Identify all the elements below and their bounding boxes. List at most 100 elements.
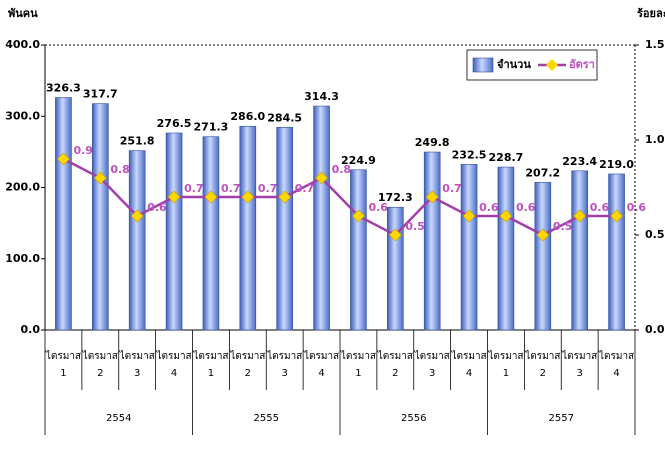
rate-value-label: 0.5 (405, 220, 425, 233)
x-tick-label: 1 (60, 368, 66, 379)
x-tick-label: ไตรมาส (45, 350, 81, 362)
y2-axis-title: ร้อยละ (637, 7, 665, 20)
x-tick-label: ไตรมาส (229, 350, 265, 362)
y2-tick-label: 0.5 (645, 228, 665, 241)
bar (497, 166, 515, 331)
x-tick-label: 2 (392, 368, 398, 379)
y-tick-label: 400.0 (5, 38, 40, 51)
bar-value-label: 223.4 (562, 155, 597, 168)
legend-label: อัตรา (569, 58, 595, 71)
x-tick-label: ไตรมาส (414, 350, 450, 362)
y-axis-title: พันคน (8, 7, 38, 20)
x-tick-label: 4 (318, 368, 324, 379)
y2-tick-label: 0.0 (645, 323, 665, 336)
x-group-label: 2557 (549, 413, 574, 424)
x-group-label: 2556 (401, 413, 426, 424)
x-tick-label: 4 (613, 368, 619, 379)
x-tick-label: 3 (577, 368, 583, 379)
x-tick-label: ไตรมาส (192, 350, 228, 362)
x-tick-label: ไตรมาส (561, 350, 597, 362)
x-tick-label: ไตรมาส (340, 350, 376, 362)
legend-bar-swatch (472, 57, 494, 73)
bar-value-label: 276.5 (157, 117, 192, 130)
rate-marker (130, 209, 144, 223)
bar (387, 206, 404, 331)
rate-value-label: 0.9 (73, 144, 93, 157)
bar-value-label: 249.8 (415, 136, 450, 149)
rate-marker (241, 190, 255, 204)
rate-value-label: 0.5 (553, 220, 573, 233)
bar (128, 150, 146, 331)
rate-marker (352, 209, 365, 223)
rate-marker (57, 152, 70, 166)
x-group-label: 2555 (254, 413, 279, 424)
x-tick-label: 4 (466, 368, 472, 379)
rate-marker (610, 209, 623, 223)
bar-value-label: 219.0 (599, 158, 634, 171)
x-tick-label: ไตรมาส (155, 350, 191, 362)
rate-marker (167, 190, 181, 204)
bar-value-label: 286.0 (230, 110, 265, 123)
rate-marker (278, 190, 292, 204)
x-tick-label: 3 (134, 368, 140, 379)
bar-value-label: 228.7 (489, 151, 524, 164)
x-tick-label: ไตรมาส (119, 350, 155, 362)
rate-marker (573, 209, 587, 223)
rate-marker (204, 190, 218, 204)
bar (571, 170, 588, 331)
bar (313, 105, 330, 331)
y-tick-label: 100.0 (5, 252, 40, 265)
rate-value-label: 0.6 (479, 201, 499, 214)
y-tick-label: 300.0 (5, 109, 40, 122)
y-tick-label: 0.0 (21, 323, 41, 336)
rate-marker (425, 190, 439, 204)
bar-value-label: 224.9 (341, 154, 376, 167)
bar (239, 125, 257, 331)
y-tick-label: 200.0 (5, 181, 40, 194)
x-tick-label: 3 (429, 368, 435, 379)
rate-value-label: 0.6 (516, 201, 536, 214)
y2-tick-label: 1.5 (645, 38, 665, 51)
rate-value-label: 0.6 (147, 201, 167, 214)
bar-value-label: 284.5 (267, 111, 302, 124)
rate-value-label: 0.6 (590, 201, 610, 214)
rate-value-label: 0.8 (110, 163, 130, 176)
x-tick-label: ไตรมาส (377, 350, 413, 362)
rate-line (62, 157, 617, 237)
x-tick-label: ไตรมาส (524, 350, 560, 362)
bar (165, 132, 183, 331)
bar-value-label: 317.7 (83, 88, 118, 101)
x-tick-label: 1 (503, 368, 509, 379)
x-tick-label: ไตรมาส (82, 350, 118, 362)
rate-marker (93, 171, 107, 185)
rate-value-label: 0.7 (442, 182, 462, 195)
y2-tick-label: 1.0 (645, 133, 665, 146)
rate-value-label: 0.8 (332, 163, 352, 176)
x-tick-label: 2 (97, 368, 103, 379)
x-tick-label: ไตรมาส (487, 350, 523, 362)
legend-marker (546, 59, 558, 71)
bar (276, 126, 293, 331)
x-tick-label: 4 (171, 368, 177, 379)
bar-value-label: 271.3 (194, 121, 229, 134)
rate-value-label: 0.7 (295, 182, 315, 195)
rate-marker (536, 228, 550, 242)
bar-value-label: 207.2 (525, 166, 560, 179)
bar-value-label: 172.3 (378, 191, 413, 204)
bar (460, 164, 478, 331)
bar (202, 136, 220, 331)
x-tick-label: ไตรมาส (266, 350, 302, 362)
rate-marker (462, 209, 476, 223)
x-group-label: 2554 (106, 413, 131, 424)
x-tick-label: 1 (355, 368, 361, 379)
bar (608, 173, 625, 331)
rate-value-label: 0.7 (258, 182, 278, 195)
bar (534, 182, 552, 331)
rate-marker (315, 171, 328, 185)
bar-value-label: 326.3 (46, 82, 81, 95)
x-tick-label: ไตรมาส (598, 350, 634, 362)
bar-value-label: 314.3 (304, 90, 339, 103)
bar (92, 103, 109, 331)
bar-value-label: 251.8 (120, 135, 155, 148)
